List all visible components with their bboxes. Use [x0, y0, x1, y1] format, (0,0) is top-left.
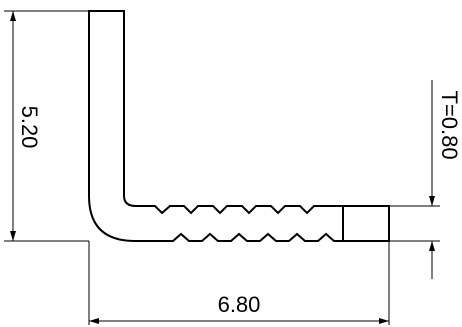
thickness-dimension-label: T=0.80 [437, 90, 462, 159]
width-dimension-label: 6.80 [218, 292, 261, 317]
part-outline [88, 10, 344, 242]
end-block [342, 205, 390, 242]
height-dimension-label: 5.20 [17, 106, 42, 149]
